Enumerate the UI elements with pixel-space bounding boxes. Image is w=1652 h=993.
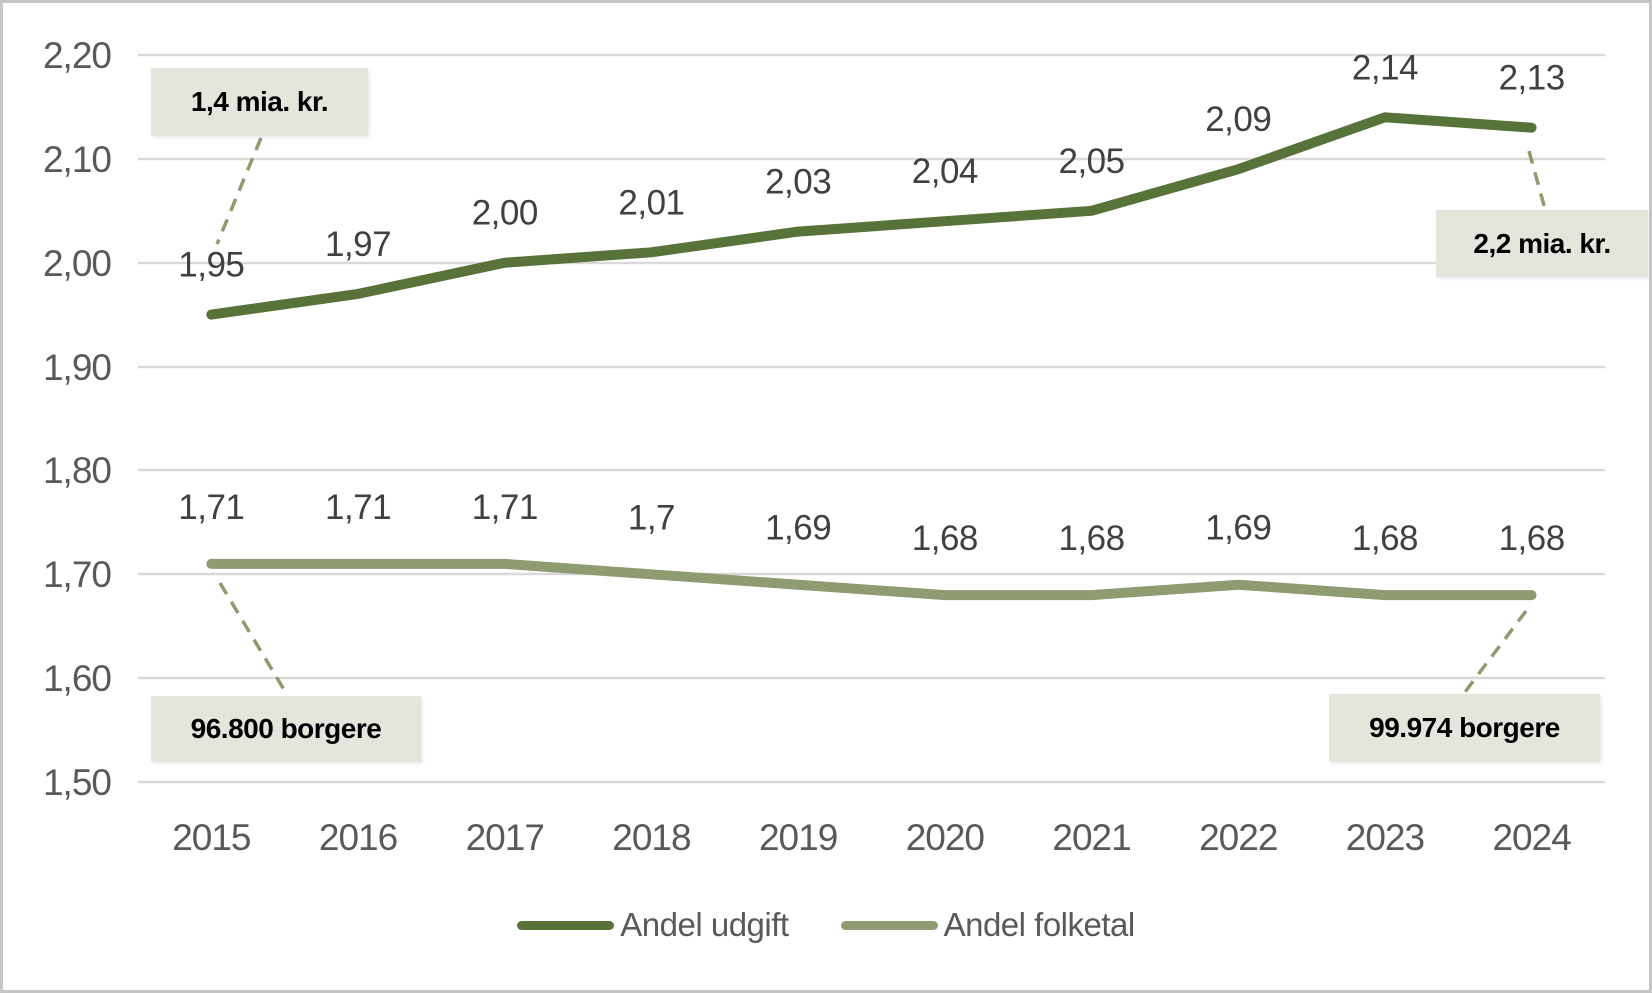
annotation-box-population-start: 96.800 borgere [151, 696, 421, 762]
data-label: 1,71 [325, 488, 391, 527]
callout-dashed-line [215, 137, 263, 245]
legend-line-swatch-light-icon [840, 920, 938, 930]
annotation-box-population-end: 99.974 borgere [1329, 694, 1600, 762]
data-label: 2,04 [912, 152, 978, 191]
x-axis-label: 2016 [319, 817, 397, 858]
data-label: 1,68 [1499, 519, 1565, 558]
callout-dashed-line [218, 582, 288, 694]
x-axis-label: 2019 [759, 817, 837, 858]
annotation-box-expense-end: 2,2 mia. kr. [1436, 210, 1648, 277]
data-label: 1,71 [472, 488, 538, 527]
series-line-andel-udgift [206, 112, 1537, 320]
data-label: 1,71 [178, 488, 244, 527]
data-label: 1,7 [628, 498, 675, 537]
data-label: 1,69 [765, 509, 831, 548]
data-label: 2,13 [1499, 59, 1565, 98]
y-tick-label: 1,80 [43, 450, 111, 491]
annotation-box-expense-start: 1,4 mia. kr. [151, 68, 368, 136]
data-label: 2,00 [472, 194, 538, 233]
data-label: 1,95 [178, 246, 244, 285]
legend-label: Andel folketal [943, 906, 1136, 943]
data-label: 2,14 [1352, 48, 1418, 87]
data-label: 1,97 [325, 225, 391, 264]
data-label: 2,03 [765, 163, 831, 202]
y-tick-label: 1,90 [43, 347, 111, 388]
x-axis-label: 2017 [466, 817, 544, 858]
y-tick-label: 1,60 [43, 658, 111, 699]
data-label: 2,09 [1205, 100, 1271, 139]
legend: Andel udgift Andel folketal [3, 906, 1649, 944]
x-axis-label: 2022 [1199, 817, 1277, 858]
data-label: 1,68 [1058, 519, 1124, 558]
x-axis-label: 2024 [1492, 817, 1571, 858]
y-tick-label: 2,20 [43, 35, 111, 76]
x-axis-label: 2015 [172, 817, 251, 858]
x-axis-label: 2018 [612, 817, 690, 858]
callout-dashed-line [1527, 150, 1547, 210]
data-label: 1,68 [1352, 519, 1418, 558]
plot-area: 2,20 2,10 2,00 1,90 1,80 1,70 1,60 1,50 2015 2016… [43, 35, 1605, 858]
x-axis-label: 2021 [1052, 817, 1130, 858]
legend-label: Andel udgift [620, 906, 789, 943]
y-tick-label: 2,10 [43, 139, 111, 180]
series-line-andel-folketal [206, 558, 1537, 601]
data-label: 1,68 [912, 519, 978, 558]
data-label: 2,05 [1058, 142, 1124, 181]
x-axis-label: 2023 [1346, 817, 1424, 858]
y-tick-label: 2,00 [43, 243, 111, 284]
y-tick-label: 1,70 [43, 554, 111, 595]
callout-dashed-line [1463, 609, 1528, 694]
data-label: 1,69 [1205, 509, 1271, 548]
x-axis-label: 2020 [906, 817, 985, 858]
legend-item-andel-udgift: Andel udgift [517, 906, 789, 944]
data-label: 2,01 [618, 183, 684, 222]
legend-line-swatch-dark-icon [517, 920, 615, 930]
y-tick-label: 1,50 [43, 762, 111, 803]
legend-item-andel-folketal: Andel folketal [840, 906, 1136, 944]
